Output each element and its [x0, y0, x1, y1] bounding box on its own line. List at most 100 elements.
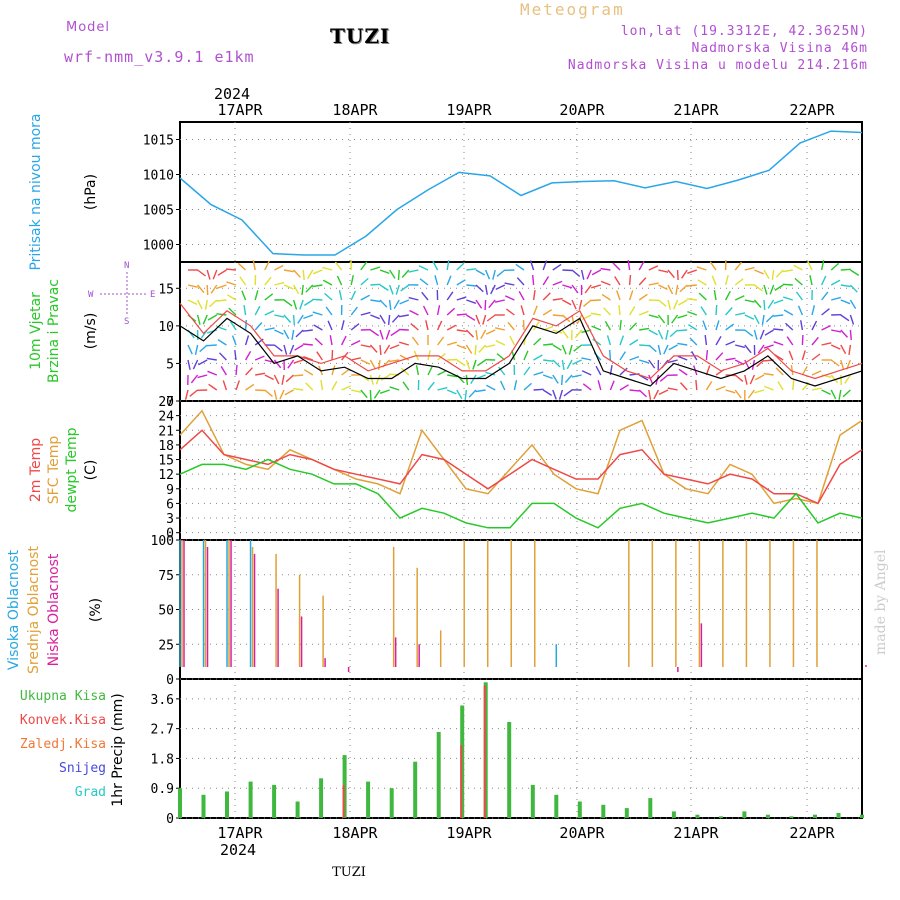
wind-arrow	[734, 374, 744, 382]
wind-arrow	[725, 307, 733, 316]
wind-arrow	[294, 344, 304, 351]
wind-arrow	[711, 275, 717, 286]
precip-bar-total	[436, 732, 441, 818]
wind-arrow	[340, 335, 347, 346]
wind-arrow	[206, 357, 217, 361]
wind-arrow	[235, 380, 240, 391]
wind-arrow	[763, 284, 768, 295]
precip-bar-total	[507, 722, 512, 818]
wind-arrow	[533, 388, 544, 391]
wind-arrow	[274, 329, 284, 335]
wind-arrow	[849, 284, 858, 293]
wind-arrow	[523, 366, 531, 376]
wind-arrow	[571, 299, 577, 310]
wind-arrow	[533, 354, 543, 361]
wind-arrow	[187, 359, 191, 370]
wind-arrow	[564, 374, 573, 383]
wind-arrow	[542, 389, 552, 396]
panel-frame-4	[179, 678, 863, 819]
wind-arrow	[264, 276, 272, 286]
wind-arrow	[327, 320, 333, 331]
wind-arrow	[369, 389, 372, 401]
y-tick-label: 18	[158, 439, 174, 454]
wind-arrow	[505, 308, 515, 316]
wind-arrow	[254, 290, 259, 301]
low-cloud-label: Niska Oblacnost	[46, 553, 62, 666]
wind-arrow	[761, 314, 765, 326]
y-tick-label: 100	[151, 534, 174, 549]
wind-arrow	[390, 329, 400, 337]
lonlat-text: lon,lat (19.3312E, 42.3625N)	[620, 24, 868, 39]
wind-arrow	[437, 369, 447, 376]
panel-frame-0	[179, 121, 863, 263]
wind-arrow	[340, 320, 345, 331]
wind-arrow	[705, 350, 709, 361]
wind-arrow	[244, 319, 247, 331]
wind-arrow	[552, 280, 563, 286]
wind-arrow	[273, 359, 282, 369]
wind-arrow	[667, 284, 674, 295]
wind-arrow	[516, 277, 525, 286]
wind-arrow	[801, 365, 808, 376]
wind-arrow	[303, 356, 314, 361]
wind-arrow	[336, 275, 343, 286]
wind-arrow	[190, 374, 199, 384]
wind-arrow	[603, 307, 611, 316]
wind-arrow	[196, 299, 203, 310]
wind-arrow	[663, 344, 669, 355]
wind-arrow	[800, 320, 804, 331]
wind-arrow	[379, 314, 386, 324]
wind-arrow	[393, 299, 400, 310]
wind-arrow	[552, 359, 561, 368]
wind-arrow	[494, 299, 505, 303]
wind-arrow	[830, 359, 840, 367]
station-title: TUZI	[330, 24, 391, 48]
wind-arrow	[657, 299, 667, 307]
y-tick-label: 0	[166, 673, 174, 688]
wind-arrow	[370, 283, 381, 286]
wind-arrow	[495, 339, 506, 346]
wind-arrow	[848, 344, 852, 355]
wind-arrow	[494, 327, 505, 331]
precip-bar-total	[765, 814, 770, 818]
wind-arrow	[667, 299, 672, 310]
wind-arrow	[388, 284, 394, 295]
wind-arrow	[572, 359, 582, 365]
wind-arrow	[849, 299, 857, 309]
wind-arrow	[425, 320, 429, 331]
wind-arrow	[715, 320, 720, 331]
wind-arrow	[370, 329, 379, 337]
wind-arrow	[245, 383, 255, 391]
wind-arrow	[301, 284, 304, 295]
wind-arrow	[465, 344, 473, 354]
wind-arrow	[264, 389, 273, 397]
wind-arrow	[840, 329, 849, 338]
wind-arrow	[580, 269, 585, 280]
wind-arrow	[849, 314, 855, 325]
wind-arrow	[790, 365, 794, 376]
wind-arrow	[753, 284, 763, 292]
wind-arrow	[838, 389, 842, 400]
wind-arrow	[432, 260, 439, 271]
wind-arrow	[264, 260, 270, 271]
wind-arrow	[561, 359, 565, 371]
wind-arrow	[638, 260, 645, 271]
wind-arrow	[677, 329, 688, 332]
dewpt-line	[179, 458, 863, 529]
wind-arrow	[749, 374, 756, 385]
wind-arrow	[788, 350, 794, 361]
y-tick-label: 1000	[143, 239, 174, 254]
wind-arrow	[331, 380, 338, 391]
wind-arrow	[197, 284, 205, 294]
precip-bar-total	[295, 801, 300, 818]
wind-arrow	[648, 389, 652, 400]
precip-bar-total	[813, 814, 817, 818]
wind-arrow	[281, 374, 285, 385]
wind-arrow	[486, 384, 496, 391]
wind-arrow	[658, 269, 669, 273]
wind-arrow	[283, 314, 292, 323]
wind-arrow	[411, 336, 419, 346]
y-tick-label: 3.6	[151, 693, 174, 708]
wind-arrow	[485, 344, 496, 348]
